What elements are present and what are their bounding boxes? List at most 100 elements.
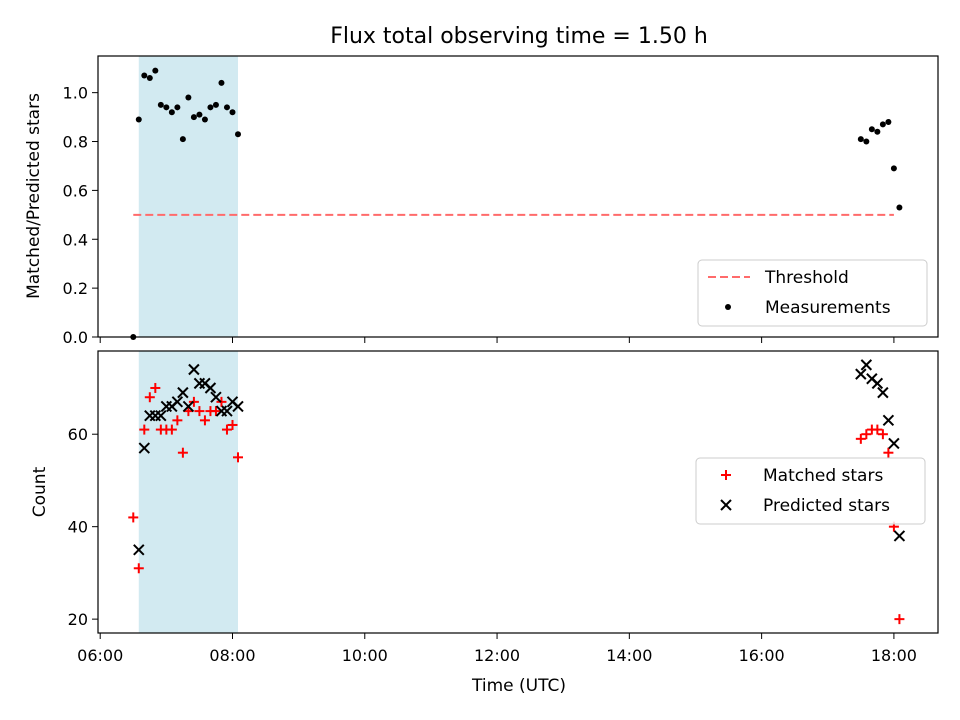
x-stroke-b (210, 391, 222, 403)
x-stroke-b (199, 377, 211, 390)
x-stroke-b (855, 368, 867, 380)
predicted-star-point (188, 363, 200, 376)
measurement-point (141, 72, 148, 79)
x-tick-label: 10:00 (342, 646, 388, 665)
x-stroke-b (188, 363, 200, 376)
measurement-point (896, 204, 903, 211)
matched-star-point (221, 424, 232, 435)
matched-star-point (172, 415, 183, 426)
legend: Threshold Measurements (697, 259, 928, 327)
x-stroke-b (232, 400, 244, 413)
y-tick-label: 0.8 (63, 133, 88, 152)
x-stroke-b (204, 382, 217, 394)
predicted-star-point (888, 437, 900, 450)
y-tick-label: 40 (68, 518, 88, 537)
measurement-point (863, 138, 870, 145)
x-stroke-b (171, 396, 184, 408)
measurement-point (207, 104, 214, 111)
measurement-point (857, 136, 864, 143)
bottom-y-axis-label: Count (30, 466, 50, 517)
measurement-point (163, 104, 170, 111)
predicted-star-point (138, 442, 151, 454)
matched-star-point (855, 433, 866, 444)
matched-star-point (227, 419, 238, 430)
predicted-star-point (871, 377, 884, 390)
x-stroke-b (893, 530, 906, 542)
x-stroke-b (866, 373, 878, 385)
y-tick-label: 20 (68, 610, 88, 629)
predicted-star-point (877, 386, 889, 399)
measurement-point (201, 116, 208, 123)
x-tick-label: 12:00 (474, 646, 520, 665)
matched-star-point (883, 447, 894, 458)
legend-x-b (720, 499, 732, 511)
measurement-point (868, 126, 875, 133)
x-tick-label: 08:00 (209, 646, 255, 665)
predicted-star-point (171, 396, 184, 408)
matched-star-point (861, 429, 872, 440)
chart-title: Flux total observing time = 1.50 h (330, 24, 708, 49)
x-stroke-b (133, 544, 145, 556)
matched-star-point (894, 614, 905, 625)
legend-box (695, 457, 926, 525)
measurement-point (196, 111, 203, 118)
measurement-point (152, 67, 159, 74)
x-stroke-b (860, 359, 873, 371)
matched-star-point (210, 406, 221, 417)
measurement-point (212, 101, 219, 108)
measurement-point (890, 165, 897, 172)
predicted-star-point (855, 368, 867, 380)
measurement-point (229, 109, 236, 116)
matched-star-point (199, 415, 210, 426)
y-tick-label: 0.6 (63, 181, 88, 200)
x-stroke-b (138, 442, 151, 454)
predicted-star-point (232, 400, 244, 413)
measurement-point (135, 116, 142, 123)
predicted-star-point (155, 410, 167, 422)
measurement-point (168, 109, 175, 116)
measurement-point (235, 131, 241, 138)
x-stroke-b (155, 410, 167, 422)
measurement-point (885, 118, 892, 125)
x-tick-label: 18:00 (871, 646, 917, 665)
x-axis-label: Time (UTC) (471, 676, 566, 696)
y-tick-label: 0.4 (63, 230, 88, 249)
predicted-star-point (893, 530, 906, 542)
x-stroke-b (177, 386, 189, 399)
x-stroke-b (871, 377, 884, 390)
matched-star-point (144, 392, 155, 403)
predicted-star-point (204, 382, 217, 394)
matched-star-point (133, 563, 144, 574)
legend-measurement-swatch (725, 304, 731, 310)
legend-box (697, 259, 928, 327)
matched-star-point (177, 447, 188, 458)
matched-star-point (188, 396, 199, 407)
legend-label: Predicted stars (763, 496, 890, 516)
measurement-point (157, 101, 164, 108)
measurement-point (223, 104, 230, 111)
matched-star-point (139, 424, 150, 435)
matched-star-point (194, 406, 205, 417)
matched-star-point (872, 424, 883, 435)
x-stroke-b (221, 405, 233, 417)
legend-label: Matched stars (763, 466, 883, 486)
y-tick-label: 60 (68, 425, 88, 444)
measurement-point (218, 79, 225, 86)
matched-star-point (128, 512, 139, 523)
matched-star-point (216, 396, 227, 407)
predicted-star-point (221, 405, 233, 417)
x-stroke-b (888, 437, 900, 450)
measurement-point (146, 74, 153, 81)
measurement-point (190, 114, 197, 121)
axes-frame (97, 350, 939, 634)
matched-star-point (233, 452, 243, 463)
predicted-star-point (133, 544, 145, 556)
y-tick-label: 0.2 (63, 279, 88, 298)
top-panel: 0.0 0.2 0.4 0.6 0.8 1.0 Threshold Measurements (63, 55, 939, 347)
y-tick-label: 1.0 (63, 84, 88, 103)
predicted-star-point (210, 391, 222, 403)
axes-frame (97, 55, 939, 338)
measurement-point (179, 136, 186, 143)
x-stroke-b (182, 400, 195, 413)
